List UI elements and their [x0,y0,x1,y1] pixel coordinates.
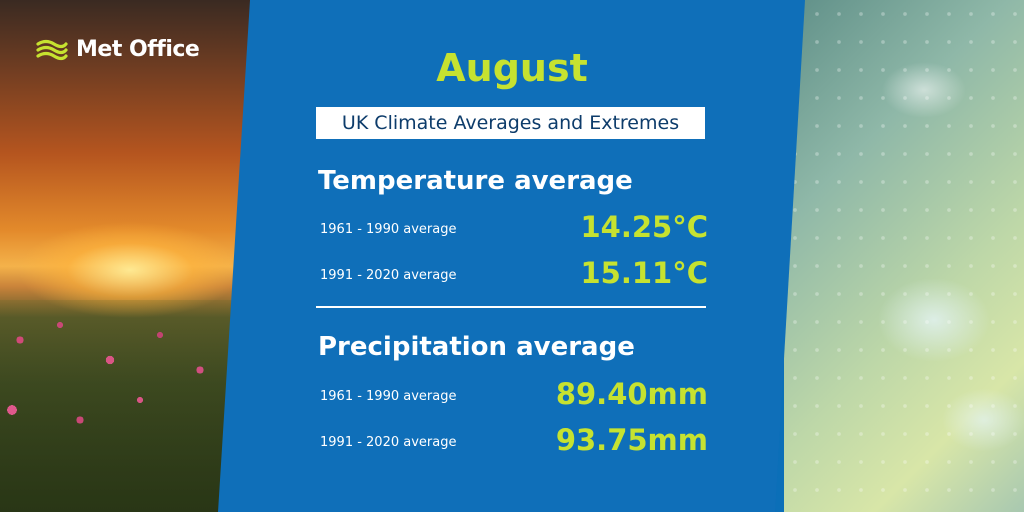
precipitation-row-2-label: 1991 - 2020 average [320,435,457,450]
raindrops-decoration [784,0,1024,512]
month-title-text: August [436,46,588,90]
temperature-row-1-label: 1961 - 1990 average [320,222,457,237]
temperature-row-2-value: 15.11°C [580,256,708,290]
subtitle-banner: UK Climate Averages and Extremes [316,107,705,139]
precipitation-section-title: Precipitation average [318,332,635,362]
met-office-logo: Met Office [36,37,200,62]
precipitation-row-2-value: 93.75mm [555,423,708,457]
temperature-section-title: Temperature average [318,166,633,196]
precipitation-row-1-value: 89.40mm [555,377,708,411]
temperature-row-2-label: 1991 - 2020 average [320,268,457,283]
precipitation-row-1-label: 1961 - 1990 average [320,389,457,404]
met-office-logo-icon [36,39,68,60]
section-divider [316,306,706,308]
subtitle-text: UK Climate Averages and Extremes [341,112,680,134]
rain-blossom-photo [784,0,1024,512]
month-title: August [0,46,1024,90]
brand-name: Met Office [76,37,200,62]
temperature-row-1-value: 14.25°C [580,210,708,244]
